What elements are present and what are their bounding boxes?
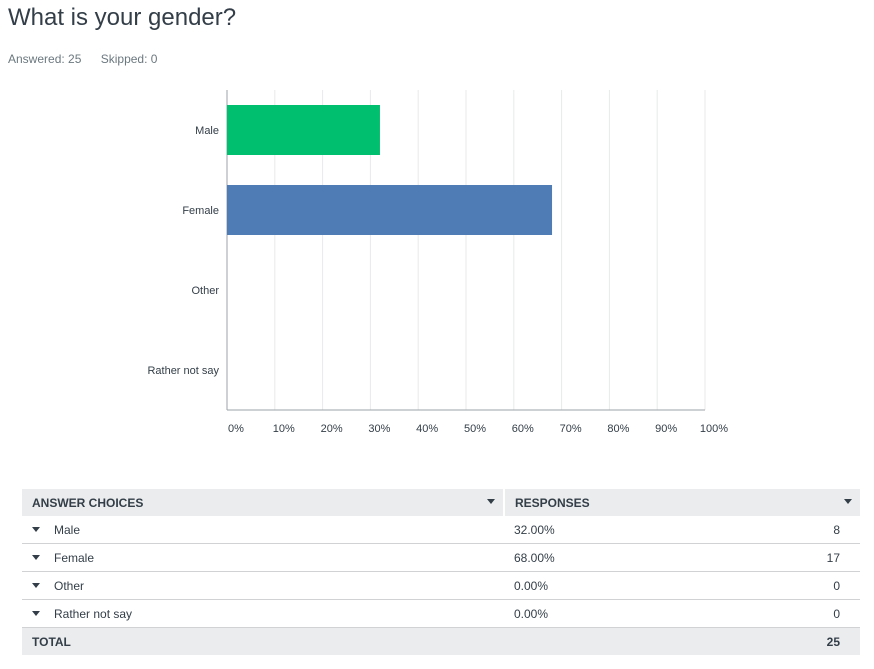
x-tick-label: 20%	[321, 423, 343, 435]
x-tick-label: 70%	[560, 423, 582, 435]
percent-cell: 32.00%	[504, 516, 790, 544]
responses-header[interactable]: RESPONSES	[504, 489, 860, 516]
percent-cell: 0.00%	[504, 599, 790, 628]
x-tick-label: 30%	[368, 423, 390, 435]
responses-header-label: RESPONSES	[515, 495, 590, 510]
chevron-down-icon[interactable]	[32, 554, 40, 560]
count-cell: 17	[790, 543, 860, 572]
total-row: TOTAL 25	[22, 627, 860, 655]
category-label: Male	[195, 125, 219, 137]
choice-cell: Rather not say	[22, 599, 504, 628]
category-label: Other	[191, 285, 219, 297]
x-tick-label: 80%	[607, 423, 629, 435]
answered-count: Answered: 25	[8, 52, 82, 66]
x-tick-label: 50%	[464, 423, 486, 435]
answer-choices-header[interactable]: ANSWER CHOICES	[22, 489, 505, 516]
x-tick-label: 10%	[273, 423, 295, 435]
chevron-down-icon[interactable]	[32, 610, 40, 616]
chevron-down-icon[interactable]	[844, 499, 852, 504]
category-label: Female	[182, 205, 219, 217]
table-row: Other 0.00% 0	[22, 571, 860, 600]
answer-choices-header-label: ANSWER CHOICES	[32, 495, 144, 510]
bar	[227, 185, 553, 235]
chevron-down-icon[interactable]	[487, 499, 495, 504]
table-header-row: ANSWER CHOICES RESPONSES	[22, 489, 860, 516]
count-cell: 8	[790, 516, 860, 544]
percent-cell: 68.00%	[504, 543, 790, 572]
total-count: 25	[790, 627, 860, 655]
bar-chart: 0% 10% 20% 30% 40% 50% 60% 70% 80% 90% 100% Male Fem…	[147, 90, 728, 435]
choice-cell: Male	[22, 516, 504, 544]
x-tick-label: 100%	[700, 423, 728, 435]
count-cell: 0	[790, 599, 860, 628]
choice-label: Female	[54, 550, 95, 565]
chevron-down-icon[interactable]	[32, 582, 40, 588]
x-tick-label: 0%	[228, 423, 244, 435]
choice-cell: Female	[22, 543, 504, 572]
choice-label: Other	[54, 578, 85, 593]
x-tick-label: 90%	[655, 423, 677, 435]
choice-label: Male	[54, 522, 81, 537]
response-meta: Answered: 25 Skipped: 0	[8, 52, 173, 66]
table-row: Female 68.00% 17	[22, 543, 860, 572]
total-label: TOTAL	[22, 627, 504, 655]
answer-table: ANSWER CHOICES RESPONSES Male 32.00% 8 F	[22, 489, 860, 655]
table-row: Rather not say 0.00% 0	[22, 599, 860, 628]
x-tick-label: 60%	[512, 423, 534, 435]
bar	[227, 105, 380, 155]
question-title: What is your gender?	[8, 4, 237, 31]
table-row: Male 32.00% 8	[22, 516, 860, 544]
chevron-down-icon[interactable]	[32, 526, 40, 532]
total-spacer	[504, 627, 790, 655]
x-tick-label: 40%	[416, 423, 438, 435]
choice-cell: Other	[22, 571, 504, 600]
choice-label: Rather not say	[54, 606, 133, 621]
skipped-count: Skipped: 0	[100, 52, 158, 66]
category-label: Rather not say	[147, 365, 219, 377]
percent-cell: 0.00%	[504, 571, 790, 600]
count-cell: 0	[790, 571, 860, 600]
